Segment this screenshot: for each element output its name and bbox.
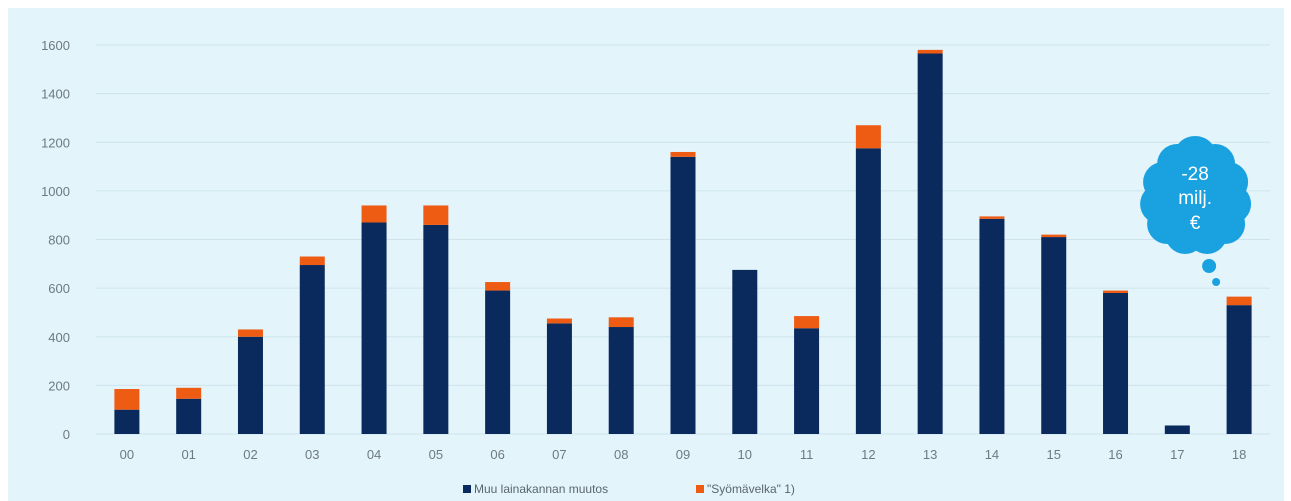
x-tick-label: 06 xyxy=(490,447,504,462)
bar-18-muu xyxy=(1226,305,1252,434)
bar-00-muu xyxy=(114,409,140,434)
bar-16-syomavelka xyxy=(1103,290,1129,293)
x-tick-label: 09 xyxy=(676,447,690,462)
bar-00-syomavelka xyxy=(114,389,140,410)
x-tick-label: 18 xyxy=(1232,447,1246,462)
bar-18-syomavelka xyxy=(1226,296,1252,306)
x-tick-label: 16 xyxy=(1108,447,1122,462)
x-tick-label: 15 xyxy=(1047,447,1061,462)
y-tick-label: 800 xyxy=(48,233,70,248)
bar-06-muu xyxy=(485,290,511,434)
x-tick-label: 17 xyxy=(1170,447,1184,462)
x-tick-label: 04 xyxy=(367,447,381,462)
x-tick-label: 11 xyxy=(800,447,814,462)
page-edge xyxy=(1284,0,1291,501)
bar-02-syomavelka xyxy=(237,329,263,337)
bar-16-muu xyxy=(1103,292,1129,434)
x-tick-label: 13 xyxy=(923,447,937,462)
y-tick-label: 1600 xyxy=(41,38,70,53)
bar-01-muu xyxy=(176,398,202,434)
bar-01-syomavelka xyxy=(176,387,202,399)
x-tick-label: 10 xyxy=(738,447,752,462)
bar-07-muu xyxy=(546,323,572,434)
y-tick-label: 1200 xyxy=(41,135,70,150)
bar-12-syomavelka xyxy=(855,125,881,149)
bar-03-muu xyxy=(299,265,325,434)
cloud-bubble-shape xyxy=(1140,136,1252,254)
bar-17-muu xyxy=(1164,425,1190,434)
bar-09-syomavelka xyxy=(670,151,696,157)
bar-05-syomavelka xyxy=(423,205,449,225)
bar-06-syomavelka xyxy=(485,282,511,291)
bar-08-muu xyxy=(608,327,634,434)
stacked-bar-chart: 0 200 400 600 800 1000 1200 1400 1600 00 01 02 03 04… xyxy=(41,38,1270,496)
bar-11-muu xyxy=(794,328,820,434)
chart-panel: 0 200 400 600 800 1000 1200 1400 1600 00 01 02 03 04… xyxy=(8,8,1284,501)
legend-label-syomavelka: "Syömävelka" 1) xyxy=(707,482,795,496)
bar-02-muu xyxy=(237,336,263,434)
y-tick-label: 0 xyxy=(63,427,70,442)
x-tick-label: 01 xyxy=(181,447,195,462)
x-tick-label: 02 xyxy=(243,447,257,462)
bubble-text-value: -28 xyxy=(1181,164,1208,185)
bar-13-syomavelka xyxy=(917,49,943,54)
bar-08-syomavelka xyxy=(608,317,634,328)
x-axis-ticks: 00 01 02 03 04 05 06 07 08 09 10 11 12 13 14 15 16 17 18 xyxy=(120,447,1247,462)
bar-12-muu xyxy=(855,148,881,434)
x-tick-label: 14 xyxy=(985,447,999,462)
bar-04-muu xyxy=(361,222,387,434)
x-tick-label: 12 xyxy=(861,447,875,462)
bars xyxy=(114,49,1252,435)
bar-15-syomavelka xyxy=(1041,234,1067,238)
bar-11-syomavelka xyxy=(794,316,820,329)
bar-07-syomavelka xyxy=(546,318,572,324)
x-tick-label: 03 xyxy=(305,447,319,462)
y-tick-label: 1000 xyxy=(41,184,70,199)
legend: Muu lainakannan muutos "Syömävelka" 1) xyxy=(463,482,795,496)
x-tick-label: 07 xyxy=(552,447,566,462)
bar-09-muu xyxy=(670,156,696,434)
bar-14-syomavelka xyxy=(979,216,1005,219)
x-tick-label: 05 xyxy=(429,447,443,462)
bubble-text-unit: milj. xyxy=(1178,188,1212,209)
legend-swatch-muu xyxy=(463,485,471,493)
y-tick-label: 1400 xyxy=(41,87,70,102)
y-tick-label: 400 xyxy=(48,330,70,345)
y-axis-ticks: 0 200 400 600 800 1000 1200 1400 1600 xyxy=(41,38,70,442)
x-tick-label: 08 xyxy=(614,447,628,462)
y-tick-label: 600 xyxy=(48,281,70,296)
bubble-text-currency: € xyxy=(1190,213,1201,234)
bar-04-syomavelka xyxy=(361,205,387,223)
bar-05-muu xyxy=(423,224,449,434)
bar-15-muu xyxy=(1041,237,1067,434)
bar-10-muu xyxy=(732,269,758,434)
bar-13-muu xyxy=(917,53,943,435)
bubble-tail-dot-large xyxy=(1202,259,1217,273)
x-tick-label: 00 xyxy=(120,447,134,462)
y-tick-label: 200 xyxy=(48,378,70,393)
legend-label-muu: Muu lainakannan muutos xyxy=(474,482,608,496)
bubble-tail-dot-small xyxy=(1212,278,1221,286)
annotation-bubble: -28 milj. € xyxy=(1140,136,1252,286)
legend-swatch-syomavelka xyxy=(696,485,704,493)
bar-14-muu xyxy=(979,218,1005,434)
bar-03-syomavelka xyxy=(299,256,325,266)
